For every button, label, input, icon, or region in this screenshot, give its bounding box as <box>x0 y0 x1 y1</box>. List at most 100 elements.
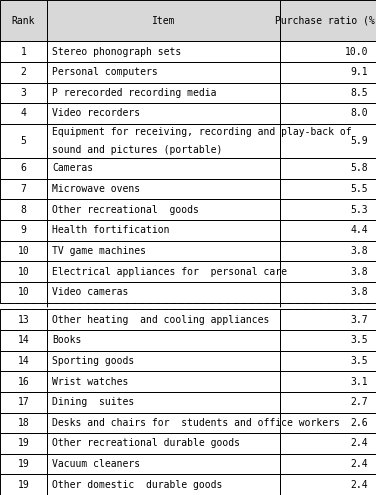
Text: P rerecorded recording media: P rerecorded recording media <box>52 88 217 98</box>
Text: 3.5: 3.5 <box>350 356 368 366</box>
Text: 5.8: 5.8 <box>350 163 368 173</box>
Bar <box>0 0 47 41</box>
Text: 4: 4 <box>21 108 26 118</box>
Bar <box>0 124 47 158</box>
Bar <box>47 220 280 241</box>
Text: 8: 8 <box>21 205 26 215</box>
Bar <box>0 454 47 474</box>
Text: Cameras: Cameras <box>52 163 93 173</box>
Bar <box>47 371 280 392</box>
Text: 2.6: 2.6 <box>350 418 368 428</box>
Text: 3.1: 3.1 <box>350 377 368 387</box>
Bar <box>47 392 280 412</box>
Bar <box>280 241 376 261</box>
Bar <box>280 199 376 220</box>
Text: 5.5: 5.5 <box>350 184 368 194</box>
Text: 3: 3 <box>21 88 26 98</box>
Text: 6: 6 <box>21 163 26 173</box>
Text: 7: 7 <box>21 184 26 194</box>
Text: 2.7: 2.7 <box>350 397 368 407</box>
Text: Equipment for receiving, recording and play-back of: Equipment for receiving, recording and p… <box>52 127 352 137</box>
Bar <box>280 103 376 124</box>
Text: 4.4: 4.4 <box>350 225 368 235</box>
Text: sound and pictures (portable): sound and pictures (portable) <box>52 145 222 154</box>
Text: Rank: Rank <box>12 16 35 26</box>
Bar <box>0 220 47 241</box>
Text: Microwave ovens: Microwave ovens <box>52 184 140 194</box>
Bar <box>47 103 280 124</box>
Text: Item: Item <box>152 16 175 26</box>
Text: 9: 9 <box>21 225 26 235</box>
Text: Electrical appliances for  personal care: Electrical appliances for personal care <box>52 267 287 277</box>
Text: Stereo phonograph sets: Stereo phonograph sets <box>52 47 181 56</box>
Text: 10: 10 <box>18 246 29 256</box>
Text: 5.3: 5.3 <box>350 205 368 215</box>
Bar <box>47 158 280 179</box>
Bar <box>0 41 47 62</box>
Text: Other domestic  durable goods: Other domestic durable goods <box>52 480 222 490</box>
Bar <box>280 261 376 282</box>
Text: Wrist watches: Wrist watches <box>52 377 128 387</box>
Bar <box>0 309 47 330</box>
Bar <box>0 474 47 495</box>
Bar <box>47 309 280 330</box>
Text: Books: Books <box>52 335 81 346</box>
Text: Other recreational  goods: Other recreational goods <box>52 205 199 215</box>
Text: 16: 16 <box>18 377 29 387</box>
Bar <box>0 261 47 282</box>
Text: 3.7: 3.7 <box>350 315 368 325</box>
Text: Other recreational durable goods: Other recreational durable goods <box>52 439 240 448</box>
Text: 2.4: 2.4 <box>350 439 368 448</box>
Bar <box>280 330 376 350</box>
Bar <box>0 282 47 302</box>
Text: 10: 10 <box>18 267 29 277</box>
Text: 14: 14 <box>18 356 29 366</box>
Text: 2: 2 <box>21 67 26 77</box>
Bar <box>47 433 280 454</box>
Text: 13: 13 <box>18 315 29 325</box>
Text: Dining  suites: Dining suites <box>52 397 134 407</box>
Bar <box>280 124 376 158</box>
Bar <box>47 41 280 62</box>
Text: 5: 5 <box>21 136 26 146</box>
Text: Desks and chairs for  students and office workers: Desks and chairs for students and office… <box>52 418 340 428</box>
Text: 3.8: 3.8 <box>350 287 368 297</box>
Text: 3.5: 3.5 <box>350 335 368 346</box>
Bar <box>0 83 47 103</box>
Text: Video cameras: Video cameras <box>52 287 128 297</box>
Text: 17: 17 <box>18 397 29 407</box>
Bar <box>47 330 280 350</box>
Bar <box>280 474 376 495</box>
Bar <box>0 199 47 220</box>
Bar <box>47 199 280 220</box>
Bar <box>280 62 376 83</box>
Text: 14: 14 <box>18 335 29 346</box>
Bar <box>280 350 376 371</box>
Text: 1: 1 <box>21 47 26 56</box>
Bar <box>0 179 47 199</box>
Text: 10: 10 <box>18 287 29 297</box>
Bar <box>280 158 376 179</box>
Bar <box>280 433 376 454</box>
Bar <box>0 371 47 392</box>
Bar <box>280 412 376 433</box>
Bar <box>0 392 47 412</box>
Bar <box>280 309 376 330</box>
Bar <box>47 241 280 261</box>
Text: 8.5: 8.5 <box>350 88 368 98</box>
Text: Purchase ratio (%): Purchase ratio (%) <box>275 16 376 26</box>
Bar <box>47 454 280 474</box>
Text: Other heating  and cooling appliances: Other heating and cooling appliances <box>52 315 269 325</box>
Text: 9.1: 9.1 <box>350 67 368 77</box>
Bar <box>47 412 280 433</box>
Bar <box>47 0 280 41</box>
Bar <box>0 158 47 179</box>
Text: 8.0: 8.0 <box>350 108 368 118</box>
Bar <box>280 0 376 41</box>
Bar <box>280 392 376 412</box>
Text: 5.9: 5.9 <box>350 136 368 146</box>
Text: 19: 19 <box>18 459 29 469</box>
Text: Personal computers: Personal computers <box>52 67 158 77</box>
Text: 10.0: 10.0 <box>344 47 368 56</box>
Bar <box>47 124 280 158</box>
